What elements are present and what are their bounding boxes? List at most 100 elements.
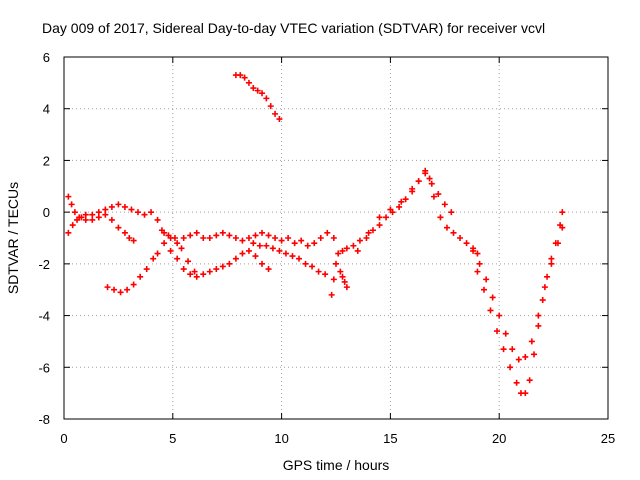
data-point-marker: [78, 214, 85, 221]
data-point-marker: [187, 271, 194, 278]
data-point-marker: [95, 209, 102, 216]
series-9: [337, 268, 350, 291]
data-point-marker: [82, 211, 89, 218]
data-point-marker: [548, 260, 555, 267]
data-point-marker: [383, 214, 390, 221]
data-point-marker: [263, 242, 270, 249]
data-point-marker: [402, 196, 409, 203]
data-point-marker: [398, 198, 405, 205]
data-point-marker: [296, 255, 303, 262]
data-point-marker: [108, 203, 115, 210]
data-point-marker: [241, 74, 248, 81]
data-point-marker: [443, 224, 450, 231]
data-point-marker: [191, 268, 198, 275]
data-point-marker: [252, 253, 259, 260]
data-point-marker: [448, 209, 455, 216]
data-point-marker: [363, 235, 370, 241]
data-point-marker: [289, 253, 296, 260]
data-point-marker: [89, 211, 96, 218]
data-point-marker: [130, 281, 137, 288]
data-point-marker: [272, 110, 279, 117]
data-point-marker: [474, 250, 481, 257]
data-point-marker: [245, 79, 252, 86]
data-point-marker: [141, 211, 148, 218]
data-point-marker: [272, 235, 279, 241]
data-point-marker: [134, 209, 141, 216]
data-point-marker: [309, 263, 316, 270]
data-point-marker: [252, 232, 259, 239]
data-point-marker: [435, 191, 442, 198]
data-point-marker: [356, 237, 363, 244]
data-point-marker: [245, 235, 252, 241]
data-point-marker: [522, 353, 529, 360]
data-point-marker: [69, 222, 76, 229]
data-point-marker: [121, 203, 128, 210]
data-point-marker: [180, 266, 187, 273]
data-point-marker: [263, 95, 270, 102]
data-point-marker: [213, 266, 220, 273]
data-point-marker: [276, 116, 283, 123]
data-point-marker: [450, 229, 457, 236]
data-point-marker: [124, 286, 131, 293]
data-point-marker: [396, 203, 403, 210]
data-point-marker: [226, 260, 233, 267]
series-8: [328, 170, 455, 298]
y-tick-label: -2: [38, 257, 50, 272]
data-point-marker: [494, 328, 501, 335]
data-point-marker: [339, 273, 346, 280]
series-3: [104, 250, 161, 296]
data-point-marker: [541, 284, 548, 291]
data-point-marker: [269, 245, 276, 252]
data-point-marker: [265, 266, 272, 273]
chart-title: Day 009 of 2017, Sidereal Day-to-day VTE…: [42, 20, 545, 36]
data-point-marker: [513, 379, 520, 386]
data-point-marker: [259, 229, 266, 236]
data-point-marker: [304, 242, 311, 249]
data-point-marker: [154, 250, 161, 257]
data-point-marker: [548, 255, 555, 262]
data-point-marker: [74, 216, 81, 223]
data-point-marker: [330, 276, 337, 283]
series-6: [250, 240, 329, 278]
data-point-marker: [213, 232, 220, 239]
data-point-marker: [239, 237, 246, 244]
series-1: [65, 193, 337, 249]
data-points: [65, 72, 566, 397]
series-2: [65, 211, 137, 244]
data-point-marker: [470, 247, 477, 254]
x-axis-label: GPS time / hours: [283, 457, 390, 473]
data-point-marker: [206, 268, 213, 275]
data-point-marker: [415, 178, 422, 185]
data-point-marker: [165, 232, 172, 239]
data-point-marker: [254, 87, 261, 94]
data-point-marker: [487, 307, 494, 314]
data-point-marker: [259, 260, 266, 267]
data-point-marker: [115, 201, 122, 208]
data-point-marker: [507, 364, 514, 371]
data-point-marker: [291, 240, 298, 247]
data-point-marker: [333, 260, 339, 267]
data-point-marker: [104, 284, 111, 291]
data-point-marker: [108, 216, 115, 223]
data-point-marker: [285, 235, 292, 241]
series-11: [474, 209, 566, 397]
x-tick-label: 5: [169, 431, 176, 446]
data-point-marker: [531, 351, 538, 358]
data-point-marker: [343, 245, 350, 252]
series-5: [158, 227, 198, 275]
data-point-marker: [387, 206, 394, 213]
data-point-marker: [154, 216, 161, 223]
data-point-marker: [250, 240, 257, 247]
data-point-marker: [193, 273, 200, 280]
plot-frame: [63, 56, 609, 420]
data-point-marker: [528, 338, 535, 345]
data-point-marker: [102, 206, 109, 213]
data-point-marker: [276, 247, 283, 254]
data-point-marker: [111, 286, 118, 293]
data-point-marker: [341, 278, 348, 285]
data-point-marker: [489, 294, 496, 301]
data-point-marker: [187, 232, 194, 239]
data-point-marker: [278, 237, 285, 244]
data-point-marker: [250, 85, 257, 92]
data-point-marker: [117, 289, 124, 296]
